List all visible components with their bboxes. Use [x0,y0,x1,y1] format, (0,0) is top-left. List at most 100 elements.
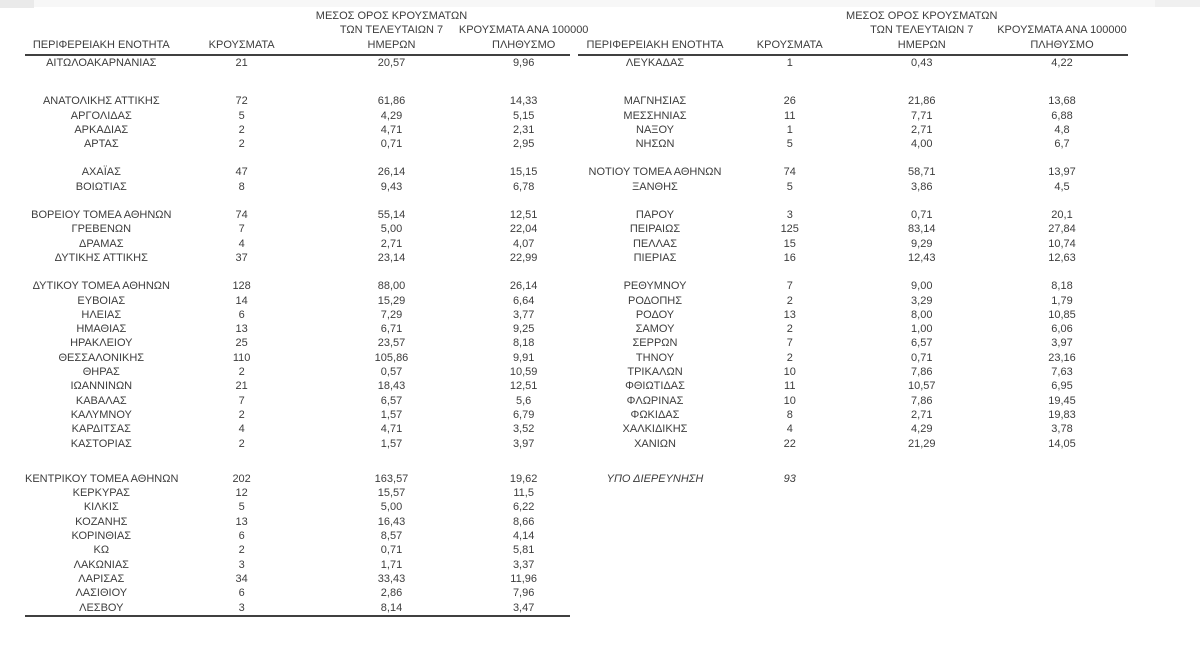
region-cell: ΤΗΝΟΥ [635,351,675,364]
region-cell: ΑΡΚΑΔΙΑΣ [74,123,129,136]
table-row: ΑΡΤΑΣ 2 0,71 2,95 [25,137,570,151]
per100k-cell: 6,95 [1051,380,1073,393]
avg7-cell: 2,86 [380,587,403,600]
avg7-column-header: ΜΕΣΟΣ ΟΡΟΣ ΚΡΟΥΣΜΑΤΩΝ ΤΩΝ ΤΕΛΕΥΤΑΙΩΝ 7 Η… [846,9,997,53]
region-cell: ΛΕΣΒΟΥ [79,601,124,614]
table-row: ΚΑΣΤΟΡΙΑΣ 2 1,57 3,97 [25,437,570,451]
avg7-cell: 4,71 [380,123,403,136]
table-row: ΤΗΝΟΥ 2 0,71 23,16 [578,351,1128,365]
table-row: ΦΘΙΩΤΙΔΑΣ 11 10,57 6,95 [578,379,1128,393]
table-gap-row [578,265,1128,279]
avg7-cell: 4,71 [380,423,403,436]
region-column-header: ΠΕΡΙΦΕΡΕΙΑΚΗ ΕΝΟΤΗΤΑ [578,38,732,53]
region-cell: ΦΘΙΩΤΙΔΑΣ [625,380,685,393]
avg7-cell: 88,00 [377,280,406,293]
table-row: ΔΥΤΙΚΟΥ ΤΟΜΕΑ ΑΘΗΝΩΝ 128 88,00 26,14 [25,279,570,293]
region-cell: ΚΕΡΚΥΡΑΣ [72,487,130,500]
region-cell: ΚΟΡΙΝΘΙΑΣ [71,530,132,543]
table-row: ΚΑΛΥΜΝΟΥ 2 1,57 6,79 [25,408,570,422]
avg7-cell: 2,71 [911,408,933,421]
region-cell: ΑΝΑΤΟΛΙΚΗΣ ΑΤΤΙΚΗΣ [42,95,160,108]
table-row: ΚΟΖΑΝΗΣ 13 16,43 8,66 [25,515,570,529]
avg7-cell: 33,43 [377,572,406,585]
region-cell: ΣΕΡΡΩΝ [632,337,678,350]
region-cell: ΚΑΛΥΜΝΟΥ [70,408,132,421]
avg7-cell: 15,29 [377,294,406,307]
avg7-cell: 83,14 [907,223,936,236]
avg7-cell: 23,14 [377,251,406,264]
avg7-cell: 20,57 [377,57,406,69]
cases-cell: 1 [786,57,793,69]
table-row: ΝΗΣΩΝ 5 4,00 6,7 [578,137,1128,151]
table-row: ΜΑΓΝΗΣΙΑΣ 26 21,86 13,68 [578,94,1128,108]
cases-cell: 34 [235,572,248,585]
table-header-row: ΠΕΡΙΦΕΡΕΙΑΚΗ ΕΝΟΤΗΤΑ ΚΡΟΥΣΜΑΤΑ ΜΕΣΟΣ ΟΡΟ… [578,9,1128,56]
avg7-cell: 9,43 [380,180,403,193]
cases-cell: 21 [235,57,248,69]
region-cell: ΔΥΤΙΚΗΣ ΑΤΤΙΚΗΣ [54,251,148,264]
avg7-cell: 2,71 [911,123,933,136]
table-row: ΦΛΩΡΙΝΑΣ 10 7,86 19,45 [578,394,1128,408]
per100k-cell: 7,63 [1051,366,1073,379]
per100k-cell: 7,96 [512,587,535,600]
avg7-cell: 21,29 [907,437,936,450]
table-row: ΚΕΝΤΡΙΚΟΥ ΤΟΜΕΑ ΑΘΗΝΩΝ 202 163,57 19,62 [25,472,570,486]
table-row: ΑΧΑΪΑΣ 47 26,14 15,15 [25,165,570,179]
avg7-cell: 9,29 [911,237,933,250]
avg7-cell: 1,00 [911,323,933,336]
cases-cell: 47 [235,166,248,179]
region-cell: ΧΑΝΙΩΝ [634,437,676,450]
table-row: ΚΟΡΙΝΘΙΑΣ 6 8,57 4,14 [25,529,570,543]
per100k-cell: 3,47 [512,601,535,614]
region-cell: ΠΕΛΛΑΣ [632,237,678,250]
cases-cell: 2 [238,123,245,136]
per100k-cell: 6,64 [512,294,535,307]
per100k-cell: 6,88 [1051,109,1073,122]
table-row: ΝΑΞΟΥ 1 2,71 4,8 [578,123,1128,137]
table-row: ΥΠΟ ΔΙΕΡΕΥΝΗΣΗ 93 [578,472,1128,486]
table-row: ΚΑΒΑΛΑΣ 7 6,57 5,6 [25,394,570,408]
table-row: ΗΛΕΙΑΣ 6 7,29 3,77 [25,308,570,322]
table-row: ΦΩΚΙΔΑΣ 8 2,71 19,83 [578,408,1128,422]
region-cell: ΚΑΣΤΟΡΙΑΣ [70,437,132,450]
per100k-cell: 11,96 [510,572,537,585]
avg7-header-line2: ΤΩΝ ΤΕΛΕΥΤΑΙΩΝ 7 [870,24,974,36]
avg7-header-line3: ΗΜΕΡΩΝ [367,38,416,51]
region-cell: ΚΑΒΑΛΑΣ [75,394,127,407]
table-gap-row [25,70,570,94]
avg7-header-line2: ΤΩΝ ΤΕΛΕΥΤΑΙΩΝ 7 [339,24,444,36]
per100k-cell: 6,78 [512,180,535,193]
region-header-label: ΠΕΡΙΦΕΡΕΙΑΚΗ ΕΝΟΤΗΤΑ [32,38,170,51]
per100k-column-header: ΚΡΟΥΣΜΑΤΑ ΑΝΑ 100000 ΠΛΗΘΥΣΜΟ [996,23,1128,52]
regional-cases-table-right: ΠΕΡΙΦΕΡΕΙΑΚΗ ΕΝΟΤΗΤΑ ΚΡΟΥΣΜΑΤΑ ΜΕΣΟΣ ΟΡΟ… [578,9,1128,486]
per100k-cell: 6,79 [512,408,535,421]
avg7-cell: 0,57 [380,366,403,379]
avg7-cell: 55,14 [377,209,406,222]
cases-header-label: ΚΡΟΥΣΜΑΤΑ [208,38,275,51]
region-cell: ΚΑΡΔΙΤΣΑΣ [71,423,131,436]
avg7-column-header: ΜΕΣΟΣ ΟΡΟΣ ΚΡΟΥΣΜΑΤΩΝ ΤΩΝ ΤΕΛΕΥΤΑΙΩΝ 7 Η… [306,9,478,53]
cases-cell: 6 [238,587,245,600]
per100k-cell: 10,74 [1048,237,1076,250]
per100k-cell: 14,33 [509,95,538,108]
per100k-cell: 9,25 [512,323,535,336]
cases-cell: 11 [784,380,796,393]
table-row: ΡΟΔΟΠΗΣ 2 3,29 1,79 [578,294,1128,308]
table-row: ΔΥΤΙΚΗΣ ΑΤΤΙΚΗΣ 37 23,14 22,99 [25,251,570,265]
per100k-cell: 6,22 [512,501,535,514]
avg7-cell: 9,00 [911,280,933,293]
region-cell: ΗΛΕΙΑΣ [81,308,122,321]
region-column-header: ΠΕΡΙΦΕΡΕΙΑΚΗ ΕΝΟΤΗΤΑ [25,38,178,53]
region-cell: ΠΙΕΡΙΑΣ [633,251,677,264]
table-gap-row [25,265,570,279]
per100k-cell: 4,8 [1054,123,1070,136]
avg7-cell: 7,29 [380,308,403,321]
cases-cell: 128 [232,280,251,293]
avg7-cell: 8,57 [380,530,403,543]
region-cell: ΡΟΔΟΠΗΣ [627,294,683,307]
table-row: ΑΡΓΟΛΙΔΑΣ 5 4,29 5,15 [25,109,570,123]
region-cell: ΞΑΝΘΗΣ [632,180,678,193]
per100k-cell: 3,97 [1051,337,1073,350]
region-header-label: ΠΕΡΙΦΕΡΕΙΑΚΗ ΕΝΟΤΗΤΑ [586,38,724,51]
per100k-cell: 8,66 [512,515,535,528]
